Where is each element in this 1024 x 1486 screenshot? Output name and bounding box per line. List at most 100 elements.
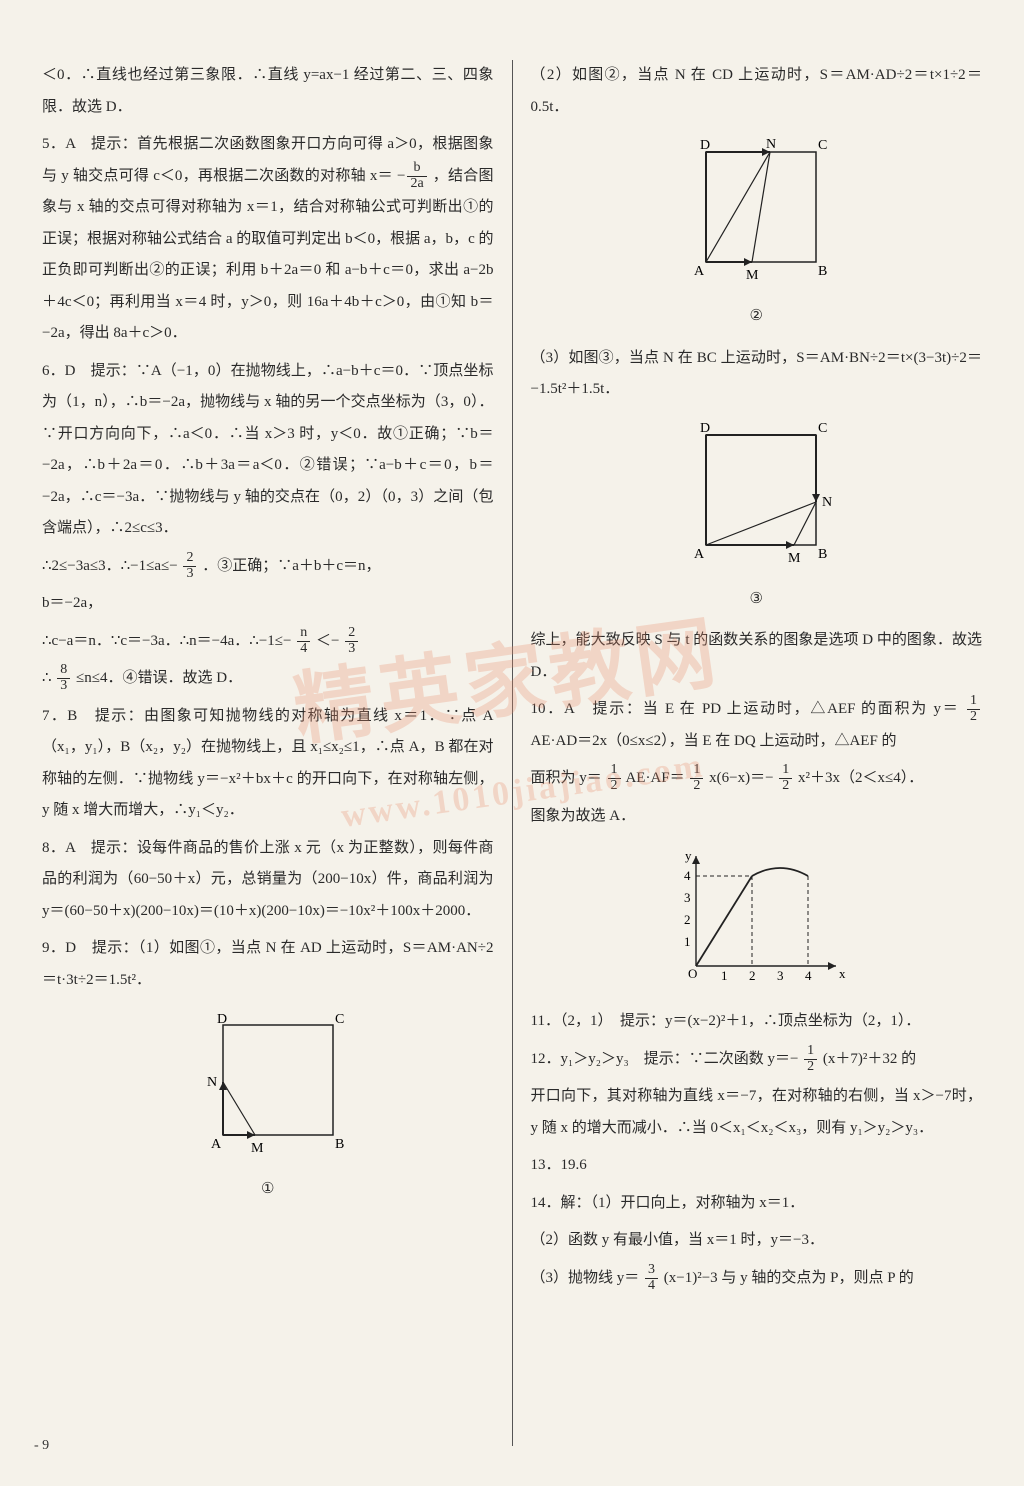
para: 面积为 y＝ 12 AE·AF＝ 12 x(6−x)＝− 12 x²＋3x（2＜… xyxy=(531,763,983,795)
chart-svg: O 1 2 3 4 1 2 3 4 x y xyxy=(661,846,851,996)
denominator: 2 xyxy=(967,710,980,725)
svg-text:M: M xyxy=(788,551,801,566)
fraction: 12 xyxy=(608,763,621,793)
svg-text:O: O xyxy=(688,966,697,981)
fraction: b2a xyxy=(407,161,426,191)
svg-text:B: B xyxy=(335,1137,344,1152)
para: 5．A 提示：首先根据二次函数图象开口方向可得 a＞0，根据图象与 y 轴交点可… xyxy=(42,129,494,350)
text: ，结合图象与 x 轴的交点可得对称轴为 x＝1，结合对称轴公式可判断出①的正误；… xyxy=(42,168,494,342)
chart-piecewise: O 1 2 3 4 1 2 3 4 x y xyxy=(531,846,983,996)
svg-text:C: C xyxy=(818,421,827,436)
numerator: 8 xyxy=(57,663,70,679)
svg-text:4: 4 xyxy=(805,968,812,983)
text: ∴2≤−3a≤3．∴−1≤a≤− xyxy=(42,558,178,574)
text: x(6−x)＝− xyxy=(709,770,773,786)
para: 13．19.6 xyxy=(531,1150,983,1182)
fraction: 23 xyxy=(345,626,358,656)
text: ∴c−a＝n．∵c＝−3a．∴n＝−4a．∴−1≤− xyxy=(42,633,292,649)
svg-text:A: A xyxy=(694,547,705,562)
para: ∴2≤−3a≤3．∴−1≤a≤− 23 ．③正确；∵a＋b＋c＝n， xyxy=(42,551,494,583)
text: (x＋7)²＋32 的 xyxy=(823,1051,916,1067)
svg-text:A: A xyxy=(694,264,705,279)
svg-text:D: D xyxy=(700,421,710,436)
fraction: 12 xyxy=(690,763,703,793)
denominator: 2 xyxy=(804,1060,817,1075)
svg-text:D: D xyxy=(217,1012,227,1027)
fraction: 83 xyxy=(57,663,70,693)
text: (x−1)²−3 与 y 轴的交点为 P，则点 P 的 xyxy=(664,1270,914,1286)
svg-text:x: x xyxy=(839,966,846,981)
diagram-square-2: D C A B N M xyxy=(666,137,846,297)
denominator: 2 xyxy=(608,779,621,794)
text: ∴ xyxy=(42,670,52,686)
svg-text:3: 3 xyxy=(684,890,691,905)
denominator: 3 xyxy=(345,642,358,657)
svg-text:C: C xyxy=(818,138,827,153)
text: x²＋3x（2＜x≤4）． xyxy=(798,770,923,786)
diagram-square-1: D C A B N M xyxy=(183,1010,353,1170)
column-separator xyxy=(512,60,513,1446)
para: ＜0．∴直线也经过第三象限．∴直线 y=ax−1 经过第二、三、四象限．故选 D… xyxy=(42,60,494,123)
text: AE·AD＝2x（0≤x≤2），当 E 在 DQ 上运动时，△AEF 的 xyxy=(531,733,897,749)
numerator: 1 xyxy=(779,763,792,779)
para: ∴ 83 ≤n≤4．④错误．故选 D． xyxy=(42,663,494,695)
text: − xyxy=(397,168,405,184)
numerator: 1 xyxy=(804,1044,817,1060)
svg-text:2: 2 xyxy=(749,968,756,983)
fraction: 23 xyxy=(183,551,196,581)
svg-text:B: B xyxy=(818,547,827,562)
para: 11．（2，1） 提示：y＝(x−2)²＋1，∴顶点坐标为（2，1）． xyxy=(531,1006,983,1038)
para: ∴c−a＝n．∵c＝−3a．∴n＝−4a．∴−1≤− n4 ＜− 23 xyxy=(42,626,494,658)
para: 10．A 提示：当 E 在 PD 上运动时，△AEF 的面积为 y＝ 12 AE… xyxy=(531,694,983,757)
left-column: ＜0．∴直线也经过第三象限．∴直线 y=ax−1 经过第二、三、四象限．故选 D… xyxy=(30,60,506,1446)
svg-text:4: 4 xyxy=(684,868,691,883)
svg-text:3: 3 xyxy=(777,968,784,983)
figure-3: D C A B N M ③ xyxy=(531,420,983,616)
figure-caption: ③ xyxy=(750,584,763,616)
para: （2）如图②，当点 N 在 CD 上运动时，S＝AM·AD÷2＝t×1÷2＝0.… xyxy=(531,60,983,123)
fraction: n4 xyxy=(297,626,310,656)
para: （2）函数 y 有最小值，当 x＝1 时，y＝−3． xyxy=(531,1225,983,1257)
fraction: 12 xyxy=(804,1044,817,1074)
para: （3）如图③，当点 N 在 BC 上运动时，S＝AM·BN÷2＝t×(3−3t)… xyxy=(531,343,983,406)
denominator: 3 xyxy=(183,567,196,582)
svg-text:1: 1 xyxy=(721,968,728,983)
numerator: b xyxy=(407,161,426,177)
text: ＜− xyxy=(316,633,339,649)
svg-text:C: C xyxy=(335,1012,344,1027)
para: 综上，能大致反映 S 与 t 的函数关系的图象是选项 D 中的图象．故选 D． xyxy=(531,625,983,688)
fraction: 12 xyxy=(967,694,980,724)
text: （3）抛物线 y＝ xyxy=(531,1270,640,1286)
text: AE·AF＝ xyxy=(625,770,684,786)
right-column: （2）如图②，当点 N 在 CD 上运动时，S＝AM·AD÷2＝t×1÷2＝0.… xyxy=(519,60,995,1446)
denominator: 4 xyxy=(297,642,310,657)
text: 面积为 y＝ xyxy=(531,770,602,786)
svg-text:N: N xyxy=(207,1075,217,1090)
para: 12．y₁＞y₂＞y₃ 提示：∵二次函数 y＝− 12 (x＋7)²＋32 的 xyxy=(531,1044,983,1076)
text: ．③正确；∵a＋b＋c＝n， xyxy=(202,558,380,574)
numerator: 2 xyxy=(183,551,196,567)
para: （3）抛物线 y＝ 34 (x−1)²−3 与 y 轴的交点为 P，则点 P 的 xyxy=(531,1263,983,1295)
svg-text:N: N xyxy=(822,495,832,510)
text: 12．y₁＞y₂＞y₃ 提示：∵二次函数 y＝− xyxy=(531,1051,799,1067)
svg-text:2: 2 xyxy=(684,912,691,927)
denominator: 2 xyxy=(779,779,792,794)
page-number: - 9 xyxy=(34,1431,49,1460)
denominator: 3 xyxy=(57,679,70,694)
fraction: 34 xyxy=(645,1263,658,1293)
diagram-square-3: D C A B N M xyxy=(666,420,846,580)
para: 6．D 提示：∵A（−1，0）在抛物线上，∴a−b＋c＝0．∵顶点坐标为（1，n… xyxy=(42,356,494,545)
figure-1: D C A B N M ① xyxy=(42,1010,494,1206)
para: 7．B 提示：由图象可知抛物线的对称轴为直线 x＝1．∵点 A（x₁，y₁），B… xyxy=(42,701,494,827)
svg-text:D: D xyxy=(700,138,710,153)
svg-text:B: B xyxy=(818,264,827,279)
para: 14．解：（1）开口向上，对称轴为 x＝1． xyxy=(531,1188,983,1220)
para: 8．A 提示：设每件商品的售价上涨 x 元（x 为正整数），则每件商品的利润为（… xyxy=(42,833,494,928)
denominator: 4 xyxy=(645,1279,658,1294)
numerator: 1 xyxy=(690,763,703,779)
page: ＜0．∴直线也经过第三象限．∴直线 y=ax−1 经过第二、三、四象限．故选 D… xyxy=(0,0,1024,1486)
figure-caption: ② xyxy=(750,301,763,333)
svg-text:y: y xyxy=(685,848,692,863)
numerator: 2 xyxy=(345,626,358,642)
figure-caption: ① xyxy=(261,1174,274,1206)
